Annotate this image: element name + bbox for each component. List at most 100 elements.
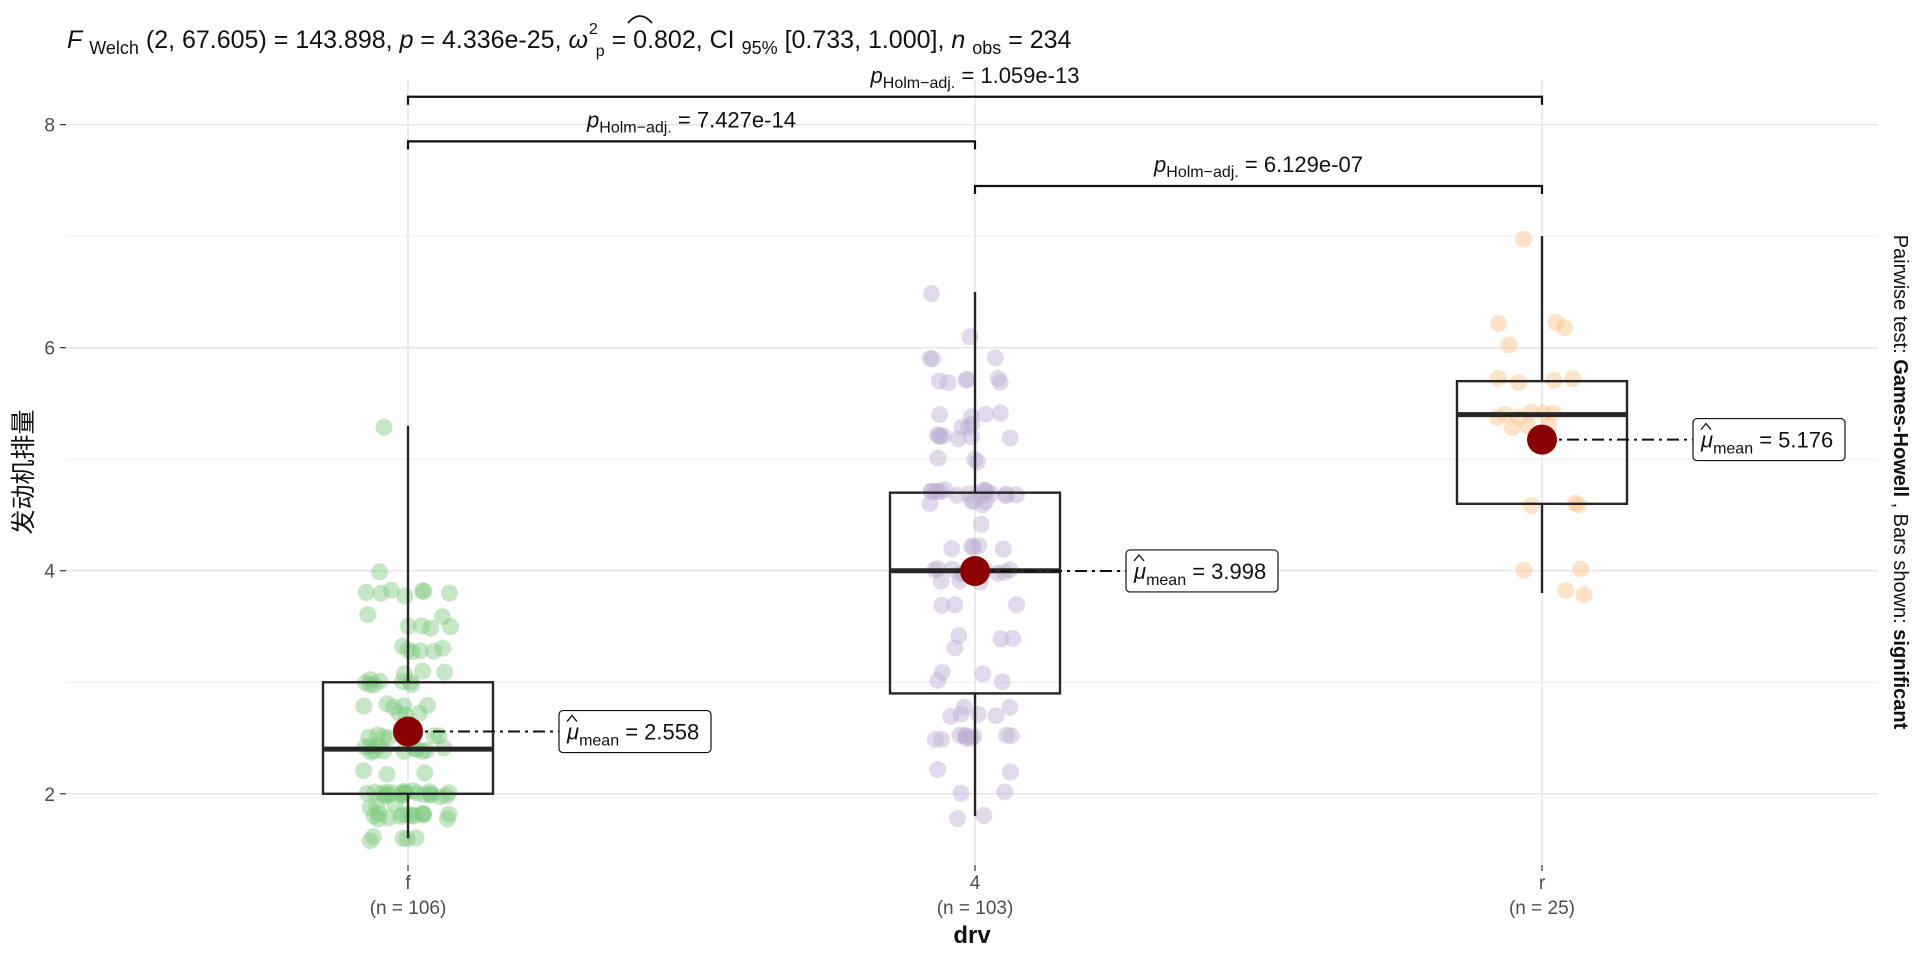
- title-n-value: = 234: [1008, 26, 1071, 54]
- data-point: [1572, 560, 1590, 578]
- mean-label-symbol: μ: [566, 720, 579, 745]
- data-point: [380, 809, 398, 827]
- data-point: [379, 729, 397, 747]
- data-point: [1001, 429, 1019, 447]
- data-point: [437, 787, 455, 805]
- mean-label-value: = 2.558: [619, 720, 699, 745]
- title-effect-hat-icon: [627, 15, 653, 24]
- data-point: [1002, 763, 1019, 781]
- mean-label: μmean = 5.176: [1700, 428, 1833, 458]
- bracket-line: [406, 95, 1544, 105]
- data-point: [994, 540, 1012, 558]
- data-point: [422, 619, 440, 637]
- data-point: [1008, 596, 1025, 614]
- caption-test: Games-Howell: [1889, 359, 1911, 497]
- bracket-label: pHolm−adj. = 6.129e-07: [1153, 152, 1363, 181]
- data-point: [361, 832, 379, 850]
- bracket-label-value: = 6.129e-07: [1239, 152, 1363, 177]
- data-point: [942, 708, 960, 725]
- data-point: [368, 798, 386, 816]
- data-point: [361, 676, 379, 693]
- data-point: [934, 427, 952, 445]
- data-point: [965, 492, 983, 510]
- data-point: [442, 618, 459, 636]
- data-point: [395, 665, 413, 683]
- data-point: [394, 787, 411, 805]
- data-point: [386, 795, 404, 813]
- data-point: [403, 806, 421, 824]
- data-point: [369, 810, 387, 828]
- data-point: [355, 697, 373, 715]
- data-point: [366, 783, 384, 801]
- mean-label-sub: mean: [1713, 441, 1753, 458]
- data-point: [970, 537, 988, 555]
- data-point: [415, 805, 432, 823]
- data-point: [376, 787, 393, 805]
- bracket-label-value: = 7.427e-14: [672, 107, 796, 132]
- mean-label-value: = 5.176: [1753, 428, 1833, 453]
- mean-4: μmean = 3.998: [960, 549, 1279, 593]
- data-point: [933, 596, 951, 614]
- data-point: [364, 828, 382, 846]
- data-point: [1523, 497, 1540, 515]
- title-p-value: = 4.336e-25,: [420, 26, 568, 54]
- data-point: [372, 584, 390, 602]
- data-point: [433, 608, 451, 626]
- data-point: [953, 418, 971, 436]
- data-point: [398, 830, 416, 848]
- x-tick-count-label: (n = 103): [937, 898, 1014, 919]
- y-tick-label: 4: [44, 562, 55, 583]
- data-point: [1555, 319, 1573, 337]
- data-point: [439, 810, 456, 828]
- pairwise-caption: Pairwise test: Games-Howell , Bars shown…: [1889, 235, 1911, 730]
- data-point: [362, 671, 379, 689]
- pairwise-brackets: pHolm−adj. = 7.427e-14 pHolm−adj. = 6.129…: [406, 63, 1544, 194]
- data-point: [991, 373, 1009, 391]
- bracket-line: [973, 184, 1544, 194]
- data-point: [946, 596, 964, 614]
- mean-f: μmean = 2.558: [393, 709, 712, 754]
- data-point: [392, 807, 410, 825]
- bracket-label-symbol: p: [1153, 152, 1166, 177]
- pairwise-bracket: pHolm−adj. = 7.427e-14: [406, 107, 977, 150]
- data-point: [987, 707, 1005, 725]
- bracket-label-symbol: p: [586, 107, 599, 132]
- title-n-symbol: n: [951, 26, 965, 54]
- data-point: [382, 581, 400, 599]
- x-tick-count-label: (n = 25): [1509, 898, 1575, 919]
- pairwise-bracket: pHolm−adj. = 6.129e-07: [973, 152, 1544, 194]
- data-point: [969, 453, 986, 471]
- data-point: [957, 727, 975, 745]
- data-point: [440, 584, 458, 602]
- data-point: [395, 697, 413, 715]
- data-point: [965, 728, 983, 745]
- data-point: [419, 696, 436, 714]
- data-point: [415, 582, 433, 600]
- mean-r: μmean = 5.176: [1527, 417, 1846, 462]
- x-tick-label: f: [405, 873, 411, 894]
- title-stat-symbol: F: [67, 26, 84, 54]
- data-point: [440, 805, 458, 823]
- data-point: [982, 485, 1000, 503]
- data-point: [960, 418, 978, 436]
- data-point: [929, 449, 947, 467]
- title-effect-symbol: ω: [568, 26, 587, 54]
- data-point: [1004, 629, 1022, 647]
- bracket-label-symbol: p: [870, 63, 883, 88]
- data-point: [949, 430, 967, 448]
- data-point: [378, 695, 396, 713]
- x-axis: f (n = 106) 4 (n = 103) r (n = 25): [370, 865, 1575, 919]
- data-point: [384, 698, 402, 716]
- box-iqr: [321, 681, 495, 795]
- data-point: [997, 487, 1015, 505]
- mean-label-box: [558, 709, 712, 754]
- mean-label-value: = 3.998: [1186, 559, 1266, 584]
- data-point: [976, 481, 994, 499]
- data-point: [369, 726, 387, 744]
- data-point: [1490, 315, 1508, 332]
- title-stat-sub: Welch: [89, 38, 139, 58]
- data-point: [924, 350, 942, 368]
- data-point: [425, 642, 443, 660]
- caption-prefix: Pairwise test:: [1889, 235, 1911, 359]
